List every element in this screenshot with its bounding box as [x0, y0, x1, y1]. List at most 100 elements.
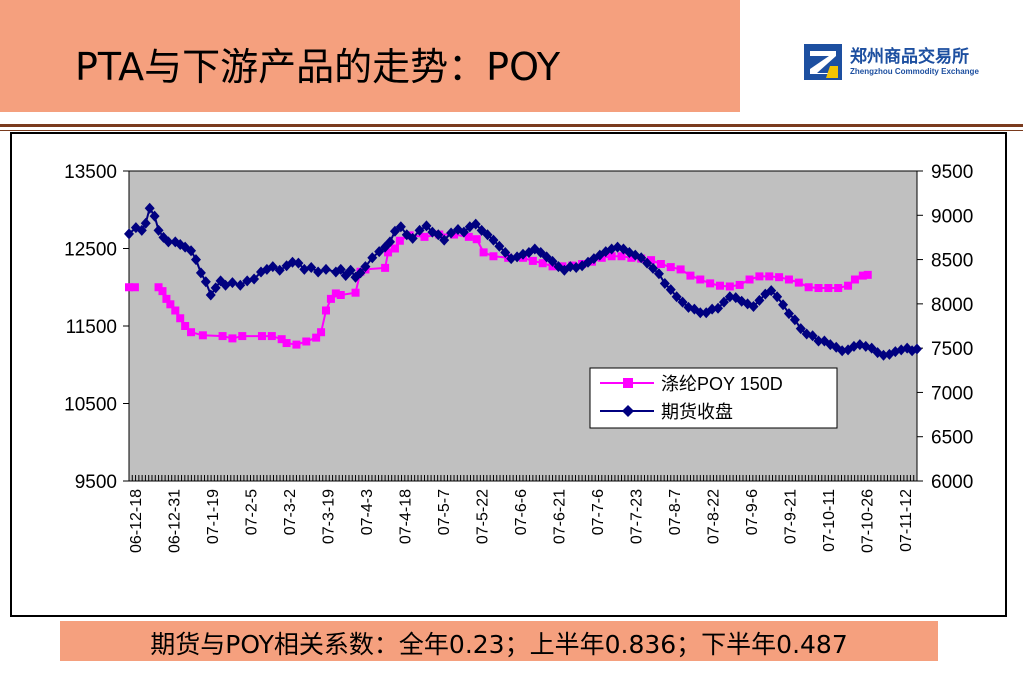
exchange-logo: 郑州商品交易所 Zhengzhou Commodity Exchange — [800, 38, 1015, 92]
futures-data-point — [287, 256, 298, 268]
poy-data-point — [528, 256, 537, 265]
x-axis-tick-label: 07-11-12 — [898, 489, 915, 552]
futures-data-point — [261, 263, 272, 275]
futures-data-point — [789, 314, 800, 326]
x-axis-tick-label: 06-12-18 — [128, 489, 145, 553]
right-axis-tick-label: 6000 — [931, 472, 973, 493]
futures-data-point — [385, 236, 396, 248]
futures-data-point — [242, 275, 253, 287]
poy-data-point — [322, 306, 330, 315]
futures-data-point — [594, 249, 605, 261]
poy-data-point — [745, 275, 754, 284]
futures-data-point — [299, 263, 310, 275]
futures-data-point — [200, 276, 211, 288]
poy-data-point — [277, 335, 286, 344]
x-axis-tick-label: 07-2-5 — [244, 489, 261, 535]
poy-data-point — [351, 288, 360, 297]
futures-data-point — [476, 224, 487, 236]
futures-data-point — [907, 345, 918, 357]
poy-data-point — [863, 270, 872, 279]
poy-data-point — [238, 332, 247, 341]
correlation-note: 期货与POY相关系数：全年0.23；上半年0.836；下半年0.487 — [150, 630, 848, 659]
futures-data-point — [421, 220, 432, 232]
poy-data-point — [171, 306, 180, 315]
zce-logo-icon — [804, 44, 842, 80]
futures-data-point — [565, 261, 576, 273]
poy-data-point — [162, 294, 171, 303]
futures-data-point — [186, 245, 197, 257]
header-divider-thin — [0, 130, 1023, 131]
right-axis-tick-label: 7000 — [931, 383, 973, 404]
plot-area — [128, 170, 918, 482]
futures-data-point — [350, 271, 361, 283]
poy-data-point — [850, 275, 859, 284]
poy-data-point — [696, 275, 705, 284]
futures-data-point — [235, 279, 246, 291]
x-axis-tick-label: 07-5-7 — [436, 489, 453, 535]
right-axis-tick-label: 7500 — [931, 339, 973, 360]
futures-data-point — [433, 229, 444, 241]
futures-data-point — [878, 349, 889, 361]
legend-swatch-marker — [623, 378, 633, 388]
futures-data-point — [153, 224, 164, 236]
futures-data-point — [730, 292, 741, 304]
poy-data-point — [725, 282, 734, 291]
poy-data-point — [381, 263, 390, 272]
poy-data-point — [187, 328, 196, 337]
futures-data-point — [407, 232, 418, 244]
futures-data-point — [205, 289, 216, 301]
futures-data-point — [648, 262, 659, 274]
futures-data-point — [345, 264, 356, 276]
futures-data-point — [488, 234, 499, 246]
futures-data-point — [571, 262, 582, 274]
x-axis-tick-label: 07-10-11 — [821, 489, 838, 552]
futures-data-point — [195, 267, 206, 279]
futures-data-point — [395, 221, 406, 233]
x-axis-tick-label: 07-4-18 — [398, 489, 415, 544]
right-axis-tick-label: 9500 — [931, 162, 973, 183]
left-axis-tick-label: 12500 — [64, 240, 117, 261]
left-axis-tick-label: 9500 — [75, 472, 117, 493]
futures-data-point — [689, 303, 700, 315]
poy-data-point — [292, 340, 301, 349]
futures-data-point — [494, 240, 505, 252]
x-axis-tick-label: 07-1-19 — [205, 489, 222, 544]
futures-data-point — [577, 260, 588, 272]
futures-data-point — [547, 255, 558, 267]
futures-data-point — [380, 241, 391, 253]
poy-data-point — [627, 253, 636, 262]
chart-frame: 13500 12500 11500 10500 9500 9500 9000 8500 8000… — [10, 132, 1007, 617]
legend-label: 涤纶POY 150D — [661, 374, 783, 394]
x-axis-tick-label: 06-12-31 — [167, 489, 184, 553]
poy-data-point — [331, 289, 340, 298]
x-axis-tick-label: 07-5-22 — [475, 489, 492, 544]
futures-data-point — [321, 263, 331, 275]
poy-data-point — [814, 284, 823, 293]
futures-data-point — [795, 323, 806, 335]
left-axis-tick-label: 11500 — [66, 317, 117, 338]
poy-data-point — [824, 284, 833, 293]
futures-data-point — [210, 282, 221, 294]
poy-data-point — [844, 281, 853, 290]
poy-data-point — [158, 287, 167, 296]
poy-data-point — [166, 300, 175, 309]
futures-data-point — [500, 246, 511, 258]
futures-data-point — [772, 291, 783, 303]
x-axis-tick-label: 07-4-3 — [359, 489, 376, 535]
futures-data-point — [813, 335, 824, 347]
poy-data-point — [656, 260, 665, 268]
poy-data-point — [794, 278, 803, 287]
futures-data-point — [659, 277, 670, 289]
poy-data-point — [312, 333, 321, 342]
title-banner: PTA与下游产品的走势：POY — [0, 0, 740, 112]
poy-data-point — [176, 314, 185, 323]
futures-data-point — [227, 277, 238, 289]
futures-data-point — [335, 263, 346, 275]
poy-data-point — [181, 322, 190, 330]
futures-data-point — [766, 285, 777, 297]
futures-data-point — [736, 295, 747, 307]
futures-data-point — [360, 261, 371, 273]
legend-label: 期货收盘 — [661, 402, 733, 422]
futures-data-point — [446, 227, 457, 239]
poy-data-point — [607, 252, 616, 261]
